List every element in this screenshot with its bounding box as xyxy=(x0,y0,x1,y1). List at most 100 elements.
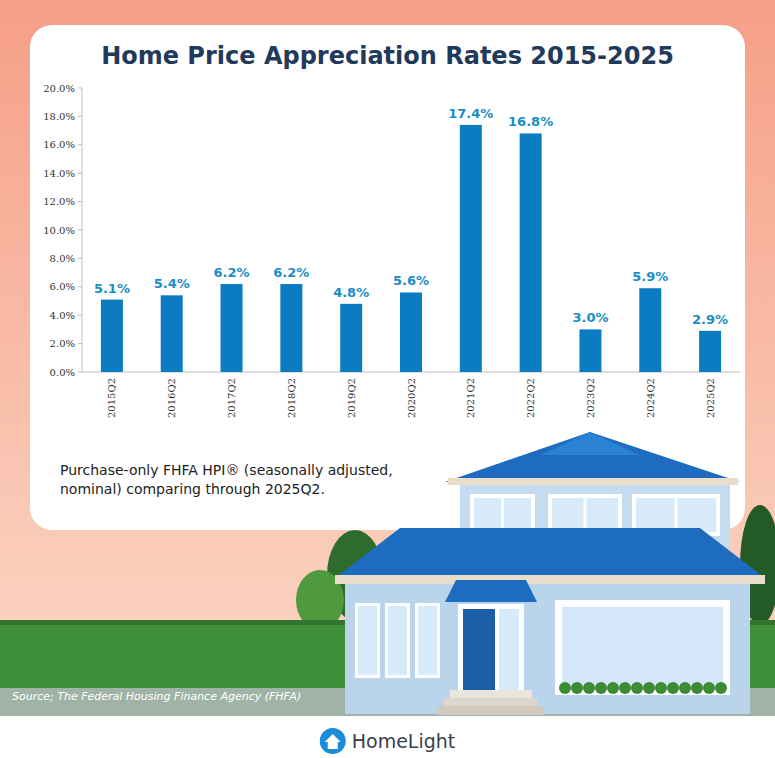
x-tick-label: 2021Q2 xyxy=(465,378,476,418)
window-glass xyxy=(388,606,407,675)
logo: HomeLight xyxy=(320,728,456,754)
y-tick-label: 16.0% xyxy=(43,139,75,150)
y-tick xyxy=(78,88,82,89)
window-frame xyxy=(385,603,410,678)
chart-root: Home Price Appreciation Rates 2015-2025 0… xyxy=(0,0,775,758)
y-tick-label: 14.0% xyxy=(43,168,75,179)
logo-circle xyxy=(320,728,346,754)
shrub xyxy=(607,682,619,694)
data-label: 17.4% xyxy=(448,106,493,121)
porch-roof xyxy=(445,580,537,602)
data-label: 3.0% xyxy=(572,310,608,325)
window-glass xyxy=(358,606,377,675)
x-tick-label: 2025Q2 xyxy=(705,378,716,418)
fascia xyxy=(448,478,738,485)
bar xyxy=(280,284,302,372)
roof-upper xyxy=(445,432,740,482)
bar xyxy=(221,284,243,372)
shrub xyxy=(559,682,571,694)
shrub xyxy=(655,682,667,694)
y-tick xyxy=(78,173,82,174)
x-tick-label: 2015Q2 xyxy=(106,378,117,418)
y-tick xyxy=(78,144,82,145)
data-label: 6.2% xyxy=(273,265,309,280)
y-tick-label: 20.0% xyxy=(43,83,75,94)
bar xyxy=(400,292,422,372)
note-line: nominal) comparing through 2025Q2. xyxy=(60,481,325,497)
data-label: 2.9% xyxy=(692,312,728,327)
door-glass xyxy=(499,609,519,690)
shrub xyxy=(679,682,691,694)
shrub xyxy=(583,682,595,694)
data-label: 5.9% xyxy=(632,269,668,284)
roof-lower xyxy=(335,528,765,578)
shrub xyxy=(643,682,655,694)
x-tick-label: 2022Q2 xyxy=(525,378,536,418)
x-tick-label: 2018Q2 xyxy=(286,378,297,418)
brand: HomeLight xyxy=(352,730,456,752)
y-tick xyxy=(78,116,82,117)
window-glass xyxy=(552,498,618,532)
shrub xyxy=(631,682,643,694)
shrub xyxy=(715,682,727,694)
bar xyxy=(639,288,661,372)
window-glass xyxy=(636,498,716,532)
step xyxy=(444,698,538,706)
bar xyxy=(699,331,721,372)
bar xyxy=(340,304,362,372)
window-frame xyxy=(415,603,440,678)
y-tick-label: 0.0% xyxy=(50,367,75,378)
card xyxy=(30,25,745,530)
data-label: 16.8% xyxy=(508,114,553,129)
garage-glass xyxy=(562,607,723,690)
house-illustration xyxy=(0,432,775,716)
y-tick xyxy=(78,286,82,287)
y-tick xyxy=(78,230,82,231)
bars xyxy=(101,125,721,372)
window-bar xyxy=(501,498,504,532)
x-tick-label: 2019Q2 xyxy=(346,378,357,418)
shrub xyxy=(571,682,583,694)
y-tick xyxy=(78,372,82,373)
bar xyxy=(101,300,123,372)
shrub xyxy=(667,682,679,694)
bar xyxy=(579,329,601,372)
fascia-lower xyxy=(335,575,765,584)
x-tick-label: 2024Q2 xyxy=(645,378,656,418)
logo-house xyxy=(325,734,341,749)
data-label: 5.1% xyxy=(94,281,130,296)
note-line: Purchase-only FHFA HPI® (seasonally adju… xyxy=(60,462,393,478)
window-frame xyxy=(355,603,380,678)
y-tick-label: 4.0% xyxy=(50,310,75,321)
chart-title: Home Price Appreciation Rates 2015-2025 xyxy=(101,42,674,70)
shrub xyxy=(595,682,607,694)
x-tick-label: 2016Q2 xyxy=(166,378,177,418)
step xyxy=(450,690,532,698)
step xyxy=(438,706,544,715)
shrub xyxy=(703,682,715,694)
data-label: 4.8% xyxy=(333,285,369,300)
data-label: 5.6% xyxy=(393,273,429,288)
y-tick xyxy=(78,343,82,344)
footer xyxy=(0,716,775,758)
y-tick-label: 12.0% xyxy=(43,196,75,207)
x-tick-label: 2023Q2 xyxy=(585,378,596,418)
house-lower xyxy=(345,584,750,714)
window-bar xyxy=(675,498,678,532)
door xyxy=(463,609,495,690)
y-tick-label: 8.0% xyxy=(50,253,75,264)
x-tick-label: 2020Q2 xyxy=(406,378,417,418)
y-tick-label: 2.0% xyxy=(50,338,75,349)
window-bar xyxy=(584,498,587,532)
y-tick-label: 10.0% xyxy=(43,225,75,236)
bar xyxy=(460,125,482,372)
data-label: 5.4% xyxy=(154,276,190,291)
y-tick xyxy=(78,315,82,316)
roof-peak xyxy=(540,432,640,455)
y-tick xyxy=(78,201,82,202)
note: Purchase-only FHFA HPI® (seasonally adju… xyxy=(60,462,393,497)
x-tick-label: 2017Q2 xyxy=(226,378,237,418)
data-label: 6.2% xyxy=(214,265,250,280)
shrub xyxy=(619,682,631,694)
y-tick-label: 18.0% xyxy=(43,111,75,122)
